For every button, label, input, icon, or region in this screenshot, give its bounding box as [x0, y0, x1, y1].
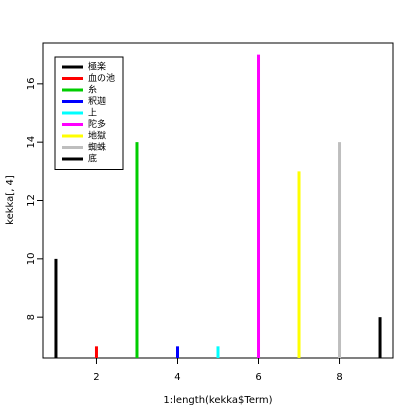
y-axis-label: kekka[, 4] — [5, 175, 16, 225]
legend-label: 底 — [88, 153, 97, 165]
legend-label: 釈迦 — [88, 95, 106, 107]
legend-label: 糸 — [88, 84, 97, 96]
y-tick-label: 14 — [26, 136, 37, 149]
x-tick-label: 4 — [174, 372, 180, 383]
x-tick-label: 6 — [255, 372, 261, 383]
legend-label: 上 — [88, 108, 97, 119]
y-tick-label: 10 — [26, 252, 37, 265]
legend-label: 蜘蛛 — [88, 141, 106, 153]
x-axis-label: 1:length(kekka$Term) — [163, 395, 272, 406]
legend-label: 陀多 — [88, 118, 106, 130]
y-tick-label: 8 — [26, 314, 37, 320]
legend-label: 極楽 — [88, 61, 106, 73]
x-tick-label: 2 — [93, 372, 99, 383]
y-tick-label: 16 — [26, 77, 37, 90]
x-tick-label: 8 — [336, 372, 342, 383]
legend-label: 血の池 — [88, 72, 115, 84]
legend-label: 地獄 — [88, 130, 106, 142]
y-tick-label: 12 — [26, 194, 37, 207]
